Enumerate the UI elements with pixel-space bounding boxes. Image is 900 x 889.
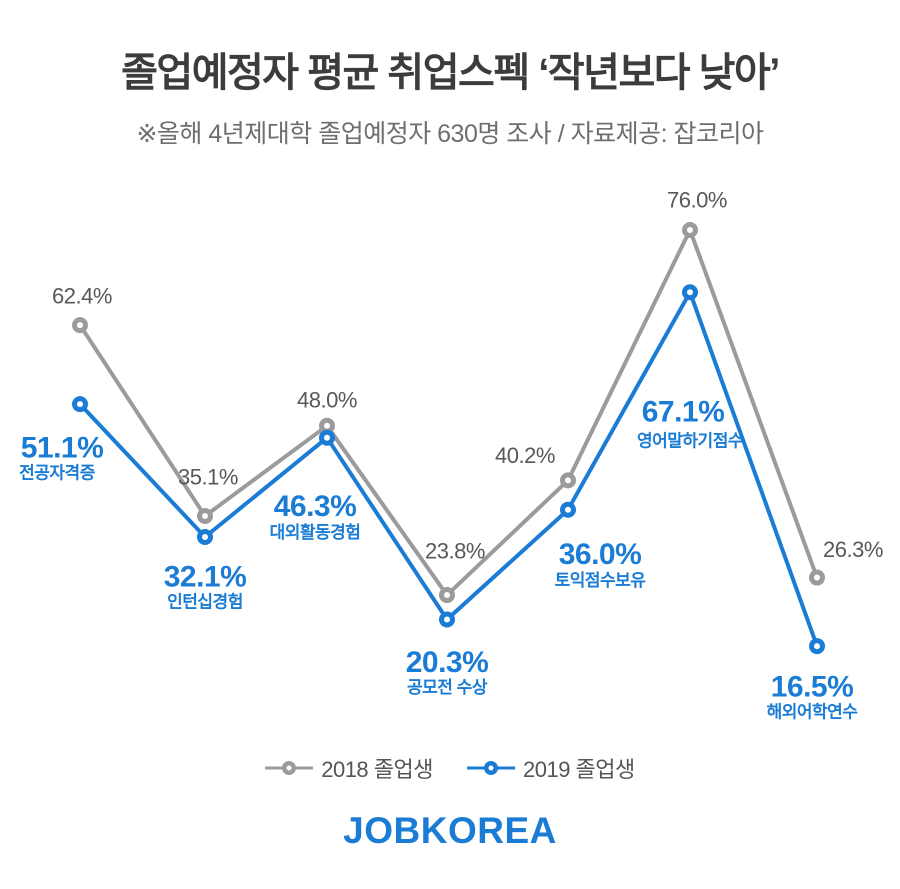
series-0-point-center: [565, 477, 571, 484]
category-label: 해외어학연수: [767, 703, 859, 722]
series-1-point-center: [565, 506, 571, 513]
category-label: 공모전 수상: [407, 678, 488, 697]
series-0-point-center: [324, 422, 330, 429]
value-label-2019: 20.3%: [406, 646, 489, 679]
legend-dot-center: [286, 765, 292, 771]
value-label-2018: 62.4%: [52, 284, 112, 309]
series-1-point-center: [77, 401, 83, 408]
series-0-point-center: [687, 227, 693, 233]
category-label: 전공자격증: [19, 464, 96, 483]
page-subtitle: ※올해 4년제대학 졸업예정자 630명 조사 / 자료제공: 잡코리아: [136, 120, 764, 148]
series-0-point-center: [202, 513, 208, 520]
category-label: 영어말하기점수: [637, 431, 744, 451]
value-label-2019: 67.1%: [642, 396, 725, 429]
series-0-point-center: [444, 592, 450, 599]
series-1-point-center: [814, 643, 820, 650]
page-title: 졸업예정자 평균 취업스펙 ‘작년보다 낮아’: [121, 51, 780, 95]
value-label-2019: 51.1%: [21, 432, 104, 465]
value-label-2019: 16.5%: [771, 671, 854, 704]
series-1-point-center: [444, 616, 450, 623]
legend-marker-icon: [265, 761, 314, 775]
series-0-point-center: [814, 574, 820, 581]
value-label-2018: 35.1%: [178, 465, 238, 490]
category-label: 토익점수보유: [555, 571, 647, 590]
line-chart: 62.4% 35.1% 48.0% 23.8% 40.2% 76.0% 26.3% 51.1%…: [0, 180, 900, 745]
legend-dot-center: [488, 765, 494, 771]
category-label: 인턴십경험: [167, 591, 243, 611]
chart-canvas: 62.4% 35.1% 48.0% 23.8% 40.2% 76.0% 26.3% 51.1%…: [19, 188, 883, 722]
legend-label: 2018 졸업생: [321, 757, 433, 782]
series-1-point-center: [324, 434, 330, 441]
category-label: 대외활동경험: [270, 522, 361, 542]
value-label-2019: 36.0%: [559, 538, 642, 571]
series-0-point-center: [77, 322, 83, 329]
value-label-2018: 26.3%: [823, 537, 883, 562]
legend-item-0: 2018 졸업생: [265, 752, 433, 784]
value-label-2019: 32.1%: [164, 560, 247, 593]
value-label-2018: 40.2%: [495, 443, 555, 468]
legend-marker-icon: [467, 761, 515, 775]
series-1-point-center: [202, 533, 208, 540]
value-label-2018: 76.0%: [667, 188, 727, 213]
jobkorea-logo: JOBKOREA: [343, 810, 557, 851]
series-1-point-center: [687, 289, 693, 296]
legend-item-1: 2019 졸업생: [467, 752, 635, 784]
value-label-2018: 23.8%: [425, 539, 485, 564]
chart-legend: 2018 졸업생 2019 졸업생: [0, 752, 900, 784]
value-label-2018: 48.0%: [297, 387, 357, 412]
value-label-2019: 46.3%: [274, 490, 357, 523]
legend-label: 2019 졸업생: [523, 757, 635, 782]
